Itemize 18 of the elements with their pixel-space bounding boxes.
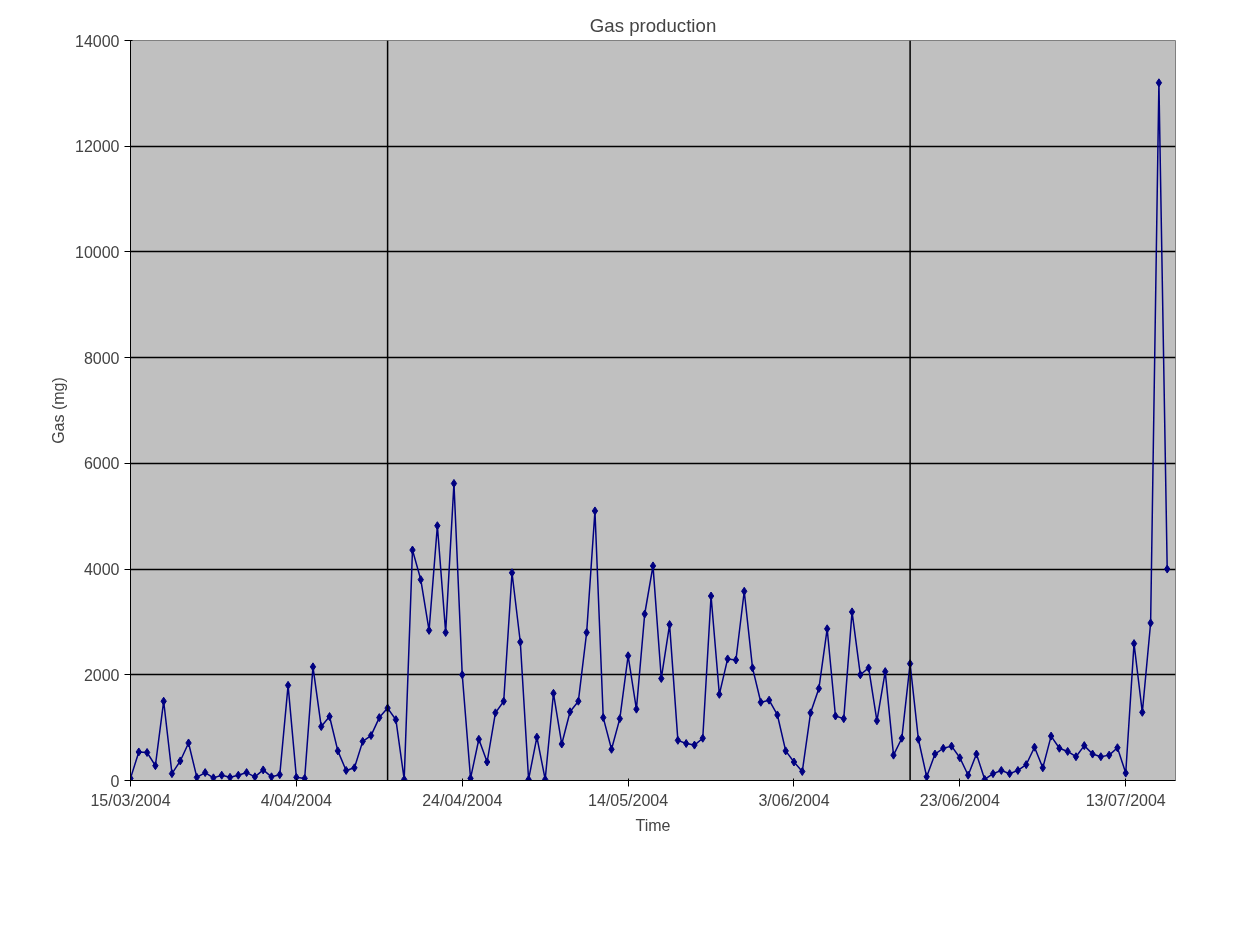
x-tick-label: 3/06/2004 <box>758 791 830 809</box>
x-tick-label: 24/04/2004 <box>422 791 503 809</box>
x-axis-title: Time <box>635 816 671 834</box>
x-tick-label: 13/07/2004 <box>1085 791 1166 809</box>
y-tick-label: 14000 <box>75 32 120 50</box>
x-tick-label: 15/03/2004 <box>90 791 171 809</box>
y-tick-label: 8000 <box>83 349 120 367</box>
y-tick-label: 4000 <box>83 561 120 579</box>
y-tick-label: 10000 <box>75 243 120 261</box>
y-tick-label: 0 <box>110 772 120 790</box>
x-tick-label: 4/04/2004 <box>260 791 333 809</box>
y-tick-label: 6000 <box>83 455 120 473</box>
x-tick-label: 23/06/2004 <box>919 791 1001 809</box>
y-axis-title: Gas (mg) <box>50 377 68 444</box>
x-tick-label: 14/05/2004 <box>588 791 669 809</box>
y-tick-label: 2000 <box>83 666 120 684</box>
chart-title: Gas production <box>589 14 717 36</box>
y-tick-label: 12000 <box>75 138 120 156</box>
